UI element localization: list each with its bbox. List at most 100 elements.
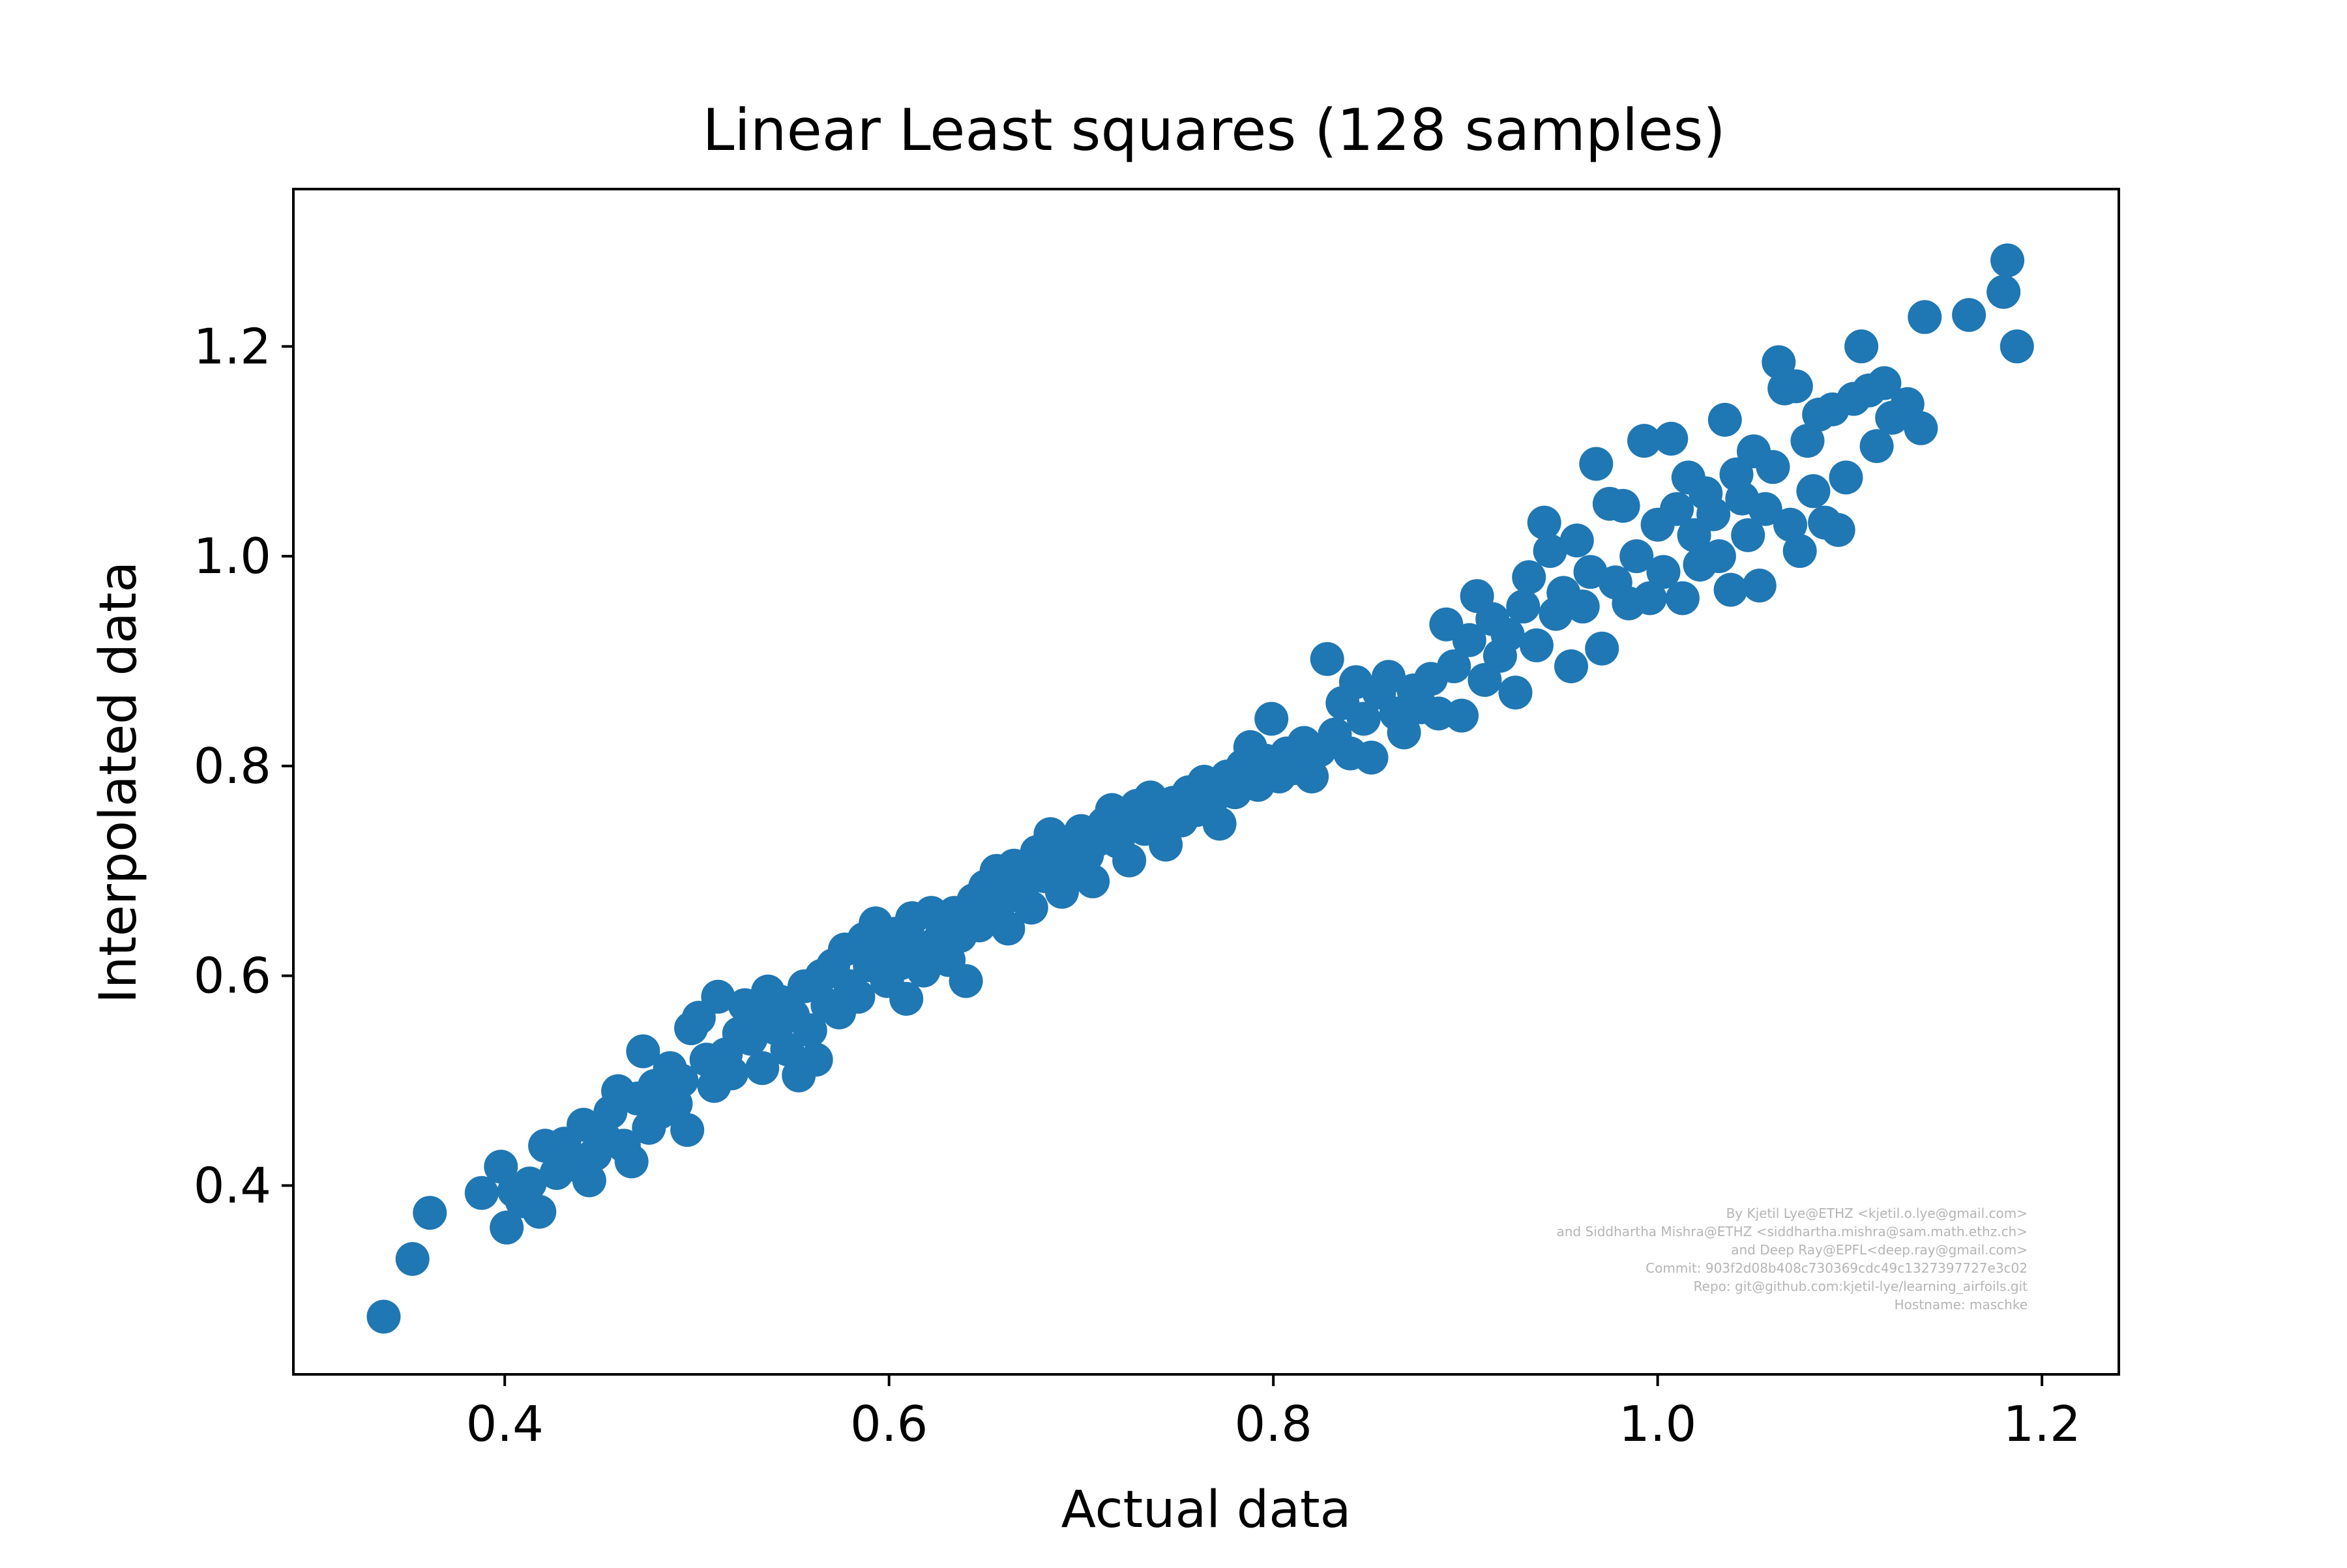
data-point	[1014, 891, 1048, 925]
data-point	[793, 1013, 827, 1048]
data-point	[670, 1113, 705, 1147]
data-point	[572, 1163, 606, 1198]
data-point	[1202, 806, 1237, 841]
data-point	[1554, 649, 1588, 683]
data-point	[1660, 492, 1694, 526]
x-tick-label: 0.6	[850, 1395, 928, 1453]
data-point	[1468, 662, 1502, 697]
data-point	[799, 1043, 833, 1077]
x-tick-label: 0.4	[466, 1395, 544, 1453]
data-point	[1533, 534, 1567, 569]
credit-line: By Kjetil Lye@ETHZ <kjetil.o.lye@gmail.c…	[1726, 1206, 2028, 1221]
data-point	[1773, 507, 1807, 542]
data-point	[715, 1056, 748, 1091]
data-point	[1779, 369, 1813, 404]
data-point	[1445, 698, 1479, 733]
x-tick-label: 0.8	[1235, 1395, 1312, 1453]
data-point	[889, 982, 924, 1016]
data-point	[949, 964, 983, 998]
data-point	[1646, 555, 1681, 589]
data-point	[1707, 402, 1742, 437]
data-point	[1387, 715, 1421, 750]
data-point	[1112, 843, 1147, 878]
data-point	[664, 1063, 699, 1098]
credit-line: and Siddhartha Mishra@ETHZ <siddhartha.m…	[1556, 1224, 2028, 1239]
data-point	[1354, 741, 1389, 775]
data-point	[395, 1242, 430, 1276]
data-point	[1867, 366, 1902, 400]
data-point	[1908, 300, 1942, 334]
data-point	[1437, 649, 1471, 683]
data-point	[1731, 518, 1765, 552]
credit-line: and Deep Ray@EPFL<deep.ray@gmail.com>	[1731, 1242, 2028, 1258]
credit-line: Commit: 903f2d08b408c730369cdc49c1327397…	[1646, 1260, 2028, 1276]
chart-title: Linear Least squares (128 samples)	[702, 96, 1725, 164]
data-point	[1452, 623, 1486, 657]
data-point	[841, 979, 876, 1014]
data-point	[701, 979, 735, 1014]
data-point	[614, 1144, 649, 1179]
y-axis-label: Interpolated data	[89, 561, 148, 1003]
data-point	[1713, 572, 1748, 607]
plot-frame	[292, 188, 2120, 1376]
data-point	[1512, 560, 1546, 595]
x-tick-label: 1.0	[1619, 1395, 1696, 1453]
data-point	[522, 1194, 557, 1229]
data-point	[512, 1166, 547, 1201]
data-point	[1748, 492, 1782, 526]
data-point	[1372, 660, 1406, 694]
data-point	[1796, 474, 1831, 509]
data-point	[1519, 628, 1554, 662]
data-point	[1498, 675, 1533, 710]
data-point	[1990, 243, 2025, 278]
data-point	[1254, 702, 1289, 736]
data-point	[991, 911, 1026, 946]
data-point	[1490, 617, 1525, 652]
data-point	[1986, 274, 2021, 309]
data-point	[1696, 497, 1731, 531]
data-point	[1702, 539, 1736, 574]
data-point	[1829, 460, 1863, 495]
data-point	[1606, 488, 1640, 523]
data-point	[1565, 589, 1600, 624]
y-tick-label: 1.2	[194, 318, 271, 375]
data-point	[1295, 760, 1329, 793]
data-point	[1762, 345, 1796, 379]
data-point	[1654, 421, 1689, 456]
data-points	[366, 243, 2034, 1334]
data-point	[1742, 569, 1777, 603]
x-tick-label: 1.2	[2003, 1395, 2080, 1453]
y-tick-label: 0.8	[194, 737, 271, 795]
data-point	[1782, 534, 1817, 569]
data-point	[1904, 411, 1938, 445]
data-point	[1310, 642, 1344, 676]
data-point	[1790, 424, 1825, 458]
data-point	[1506, 589, 1541, 624]
data-point	[366, 1299, 401, 1334]
data-point	[770, 1032, 804, 1067]
data-point	[413, 1196, 447, 1230]
data-point	[1844, 329, 1879, 364]
credit-annotation: By Kjetil Lye@ETHZ <kjetil.o.lye@gmail.c…	[1556, 1206, 2028, 1312]
data-point	[464, 1176, 499, 1210]
data-point	[1632, 581, 1667, 615]
data-point	[1821, 512, 1855, 547]
data-point	[1579, 447, 1614, 481]
data-point	[1859, 429, 1894, 464]
data-point	[1665, 581, 1700, 615]
data-point	[1952, 298, 1986, 333]
data-point	[1585, 631, 1619, 666]
data-point	[745, 1051, 780, 1086]
credit-line: Repo: git@github.com:kjetil-lye/learning…	[1694, 1279, 2028, 1294]
y-axis-ticks: 0.4 0.6 0.8 1.0 1.2	[194, 318, 293, 1214]
data-point	[1527, 505, 1561, 540]
data-point	[626, 1034, 660, 1069]
x-axis-label: Actual data	[1061, 1481, 1351, 1539]
data-point	[1756, 450, 1790, 484]
data-point	[1619, 539, 1654, 574]
data-point	[1076, 864, 1110, 898]
y-tick-label: 0.6	[194, 947, 271, 1005]
data-point	[1559, 524, 1594, 557]
